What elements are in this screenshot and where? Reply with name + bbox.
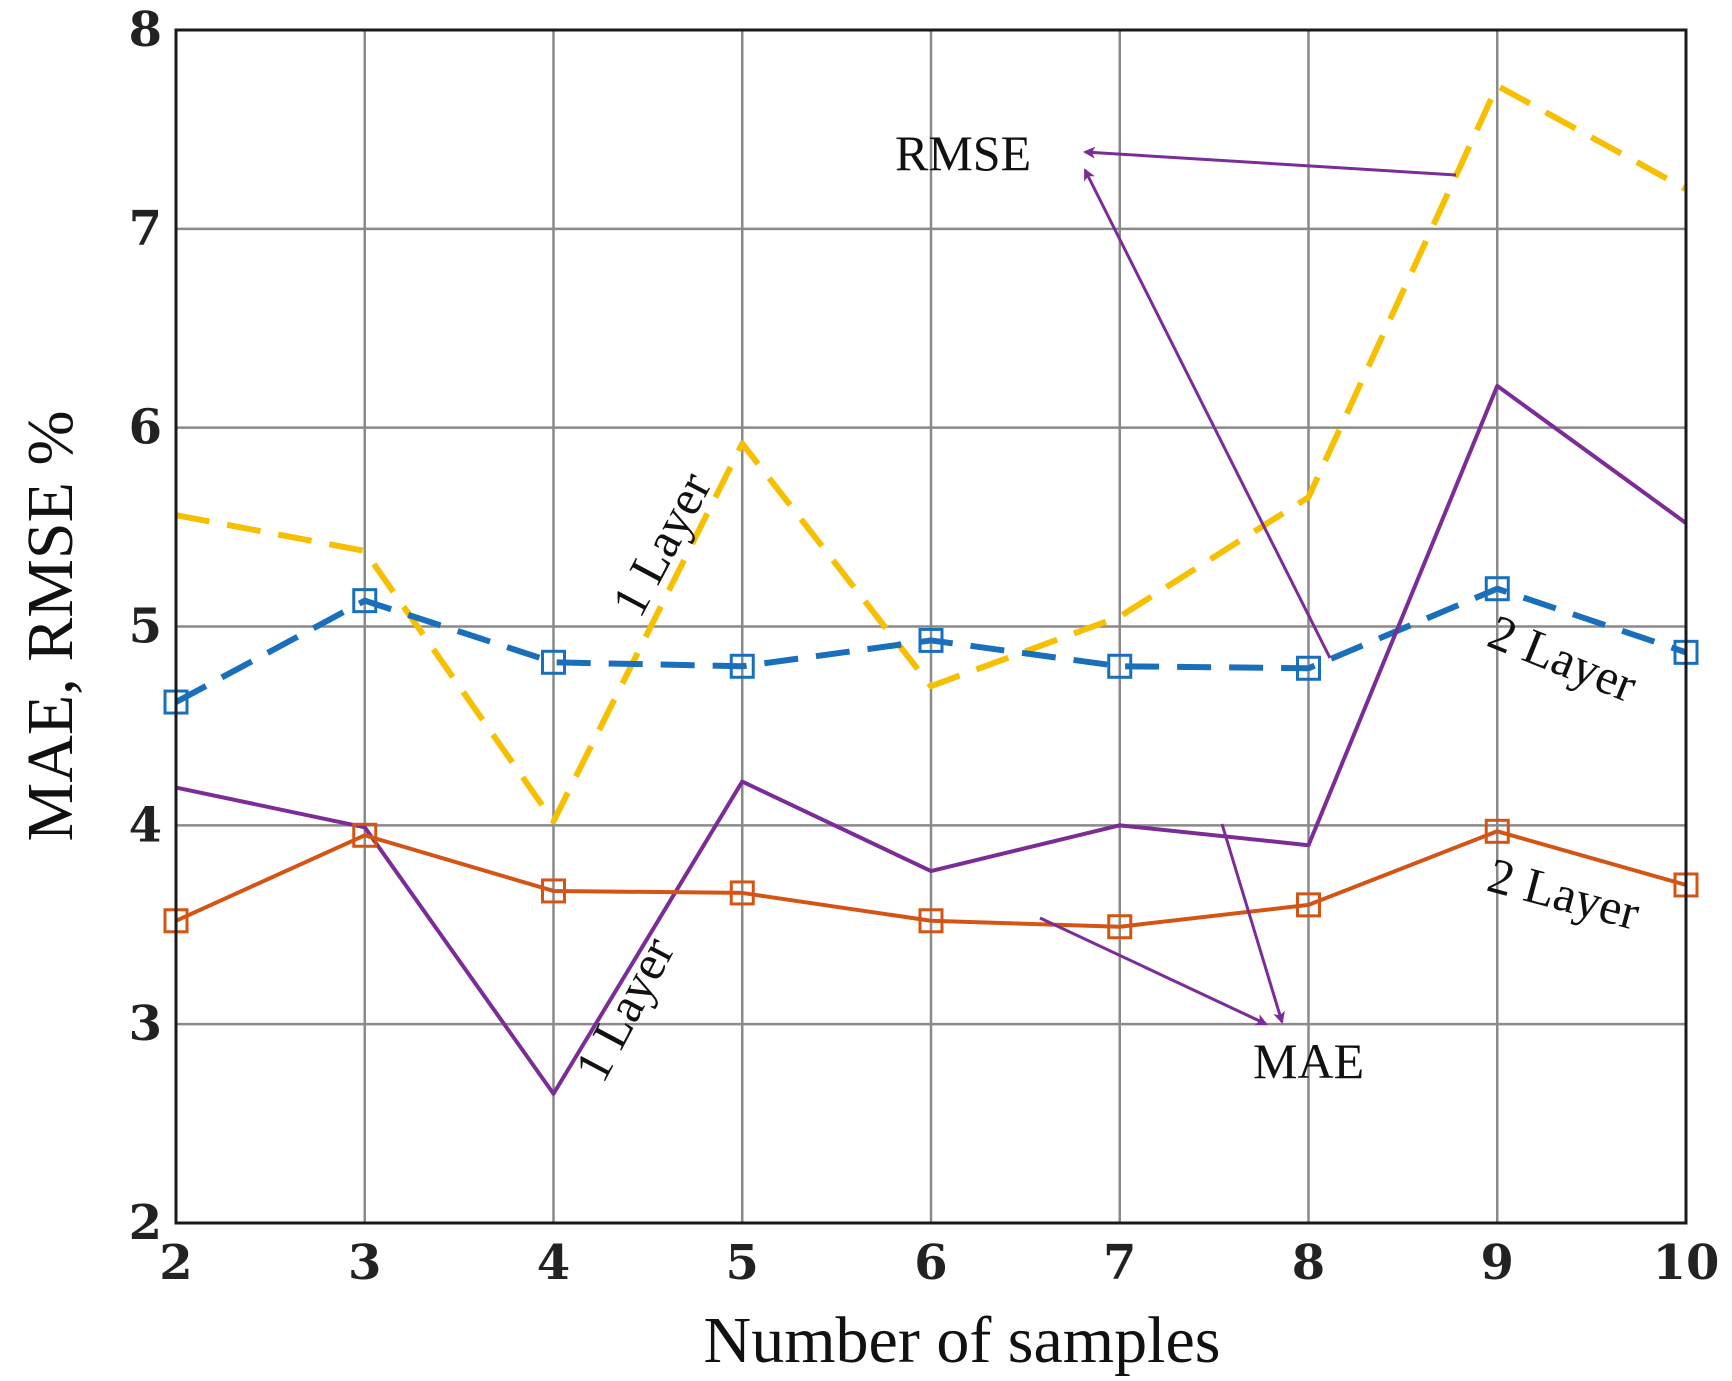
mae-1-layer-line bbox=[175, 383, 1688, 1096]
x-tick-label: 3 bbox=[348, 1235, 381, 1291]
rmse-label: RMSE bbox=[895, 125, 1031, 181]
mae-label: MAE bbox=[1253, 1033, 1364, 1089]
tick-labels: 2 3 4 5 6 7 8 9 10 2 3 4 5 6 7 8 bbox=[129, 2, 1720, 1291]
rmse-2-layer-marker bbox=[1296, 655, 1321, 681]
y-axis-title: MAE, RMSE % bbox=[14, 411, 87, 842]
rmse-arrow-from-1layer bbox=[1083, 168, 1332, 659]
mae-2-layer-marker bbox=[1484, 818, 1510, 844]
plot-frame bbox=[174, 28, 1688, 1225]
rmse-1-layer-line bbox=[175, 82, 1688, 825]
x-tick-label: 2 bbox=[159, 1235, 192, 1291]
x-axis-title: Number of samples bbox=[704, 1304, 1221, 1377]
x-tick-label: 8 bbox=[1292, 1235, 1325, 1291]
x-tick-label: 9 bbox=[1481, 1235, 1514, 1291]
rmse-2-layer-marker bbox=[352, 588, 378, 614]
rmse-2-layer-marker bbox=[918, 627, 944, 653]
rmse-arrow-from-2layer bbox=[1083, 146, 1457, 177]
x-tick-label: 4 bbox=[537, 1235, 570, 1291]
y-tick-label: 2 bbox=[129, 1195, 162, 1251]
rmse-2-layer-marker bbox=[1107, 653, 1133, 679]
mae-2-layer-marker bbox=[1107, 914, 1133, 940]
y-tick-label: 6 bbox=[129, 400, 162, 456]
mae-2-layer-marker bbox=[1296, 892, 1321, 918]
grid bbox=[174, 28, 1688, 1225]
rmse-2-layer-line bbox=[174, 585, 1687, 705]
mae-arrow-from-2layer bbox=[1039, 916, 1268, 1026]
y-tick-label: 8 bbox=[129, 2, 162, 58]
y-tick-label: 4 bbox=[129, 797, 162, 853]
y-tick-label: 3 bbox=[129, 996, 162, 1052]
mae-2-layer-marker bbox=[918, 908, 944, 934]
rmse-2-layer-marker bbox=[1484, 576, 1510, 602]
y-tick-label: 5 bbox=[129, 599, 162, 655]
annotation-arrows bbox=[1039, 146, 1457, 1026]
mae-2-layer-line bbox=[175, 829, 1687, 929]
x-tick-label: 5 bbox=[726, 1235, 759, 1291]
x-tick-label: 7 bbox=[1103, 1235, 1136, 1291]
series-layer bbox=[174, 82, 1688, 1096]
mae-2-layer-marker bbox=[729, 880, 755, 906]
x-tick-label: 10 bbox=[1653, 1235, 1720, 1291]
mae-arrow-from-1layer bbox=[1220, 823, 1285, 1024]
marker-layer bbox=[163, 576, 1699, 940]
mae-2-layer-marker bbox=[352, 822, 378, 848]
rmse-2-layer-marker bbox=[729, 653, 755, 679]
x-tick-label: 6 bbox=[914, 1235, 947, 1291]
y-tick-label: 7 bbox=[129, 201, 162, 257]
mae-2-layer-marker bbox=[541, 878, 566, 904]
rmse-2-layer-marker bbox=[541, 649, 566, 675]
